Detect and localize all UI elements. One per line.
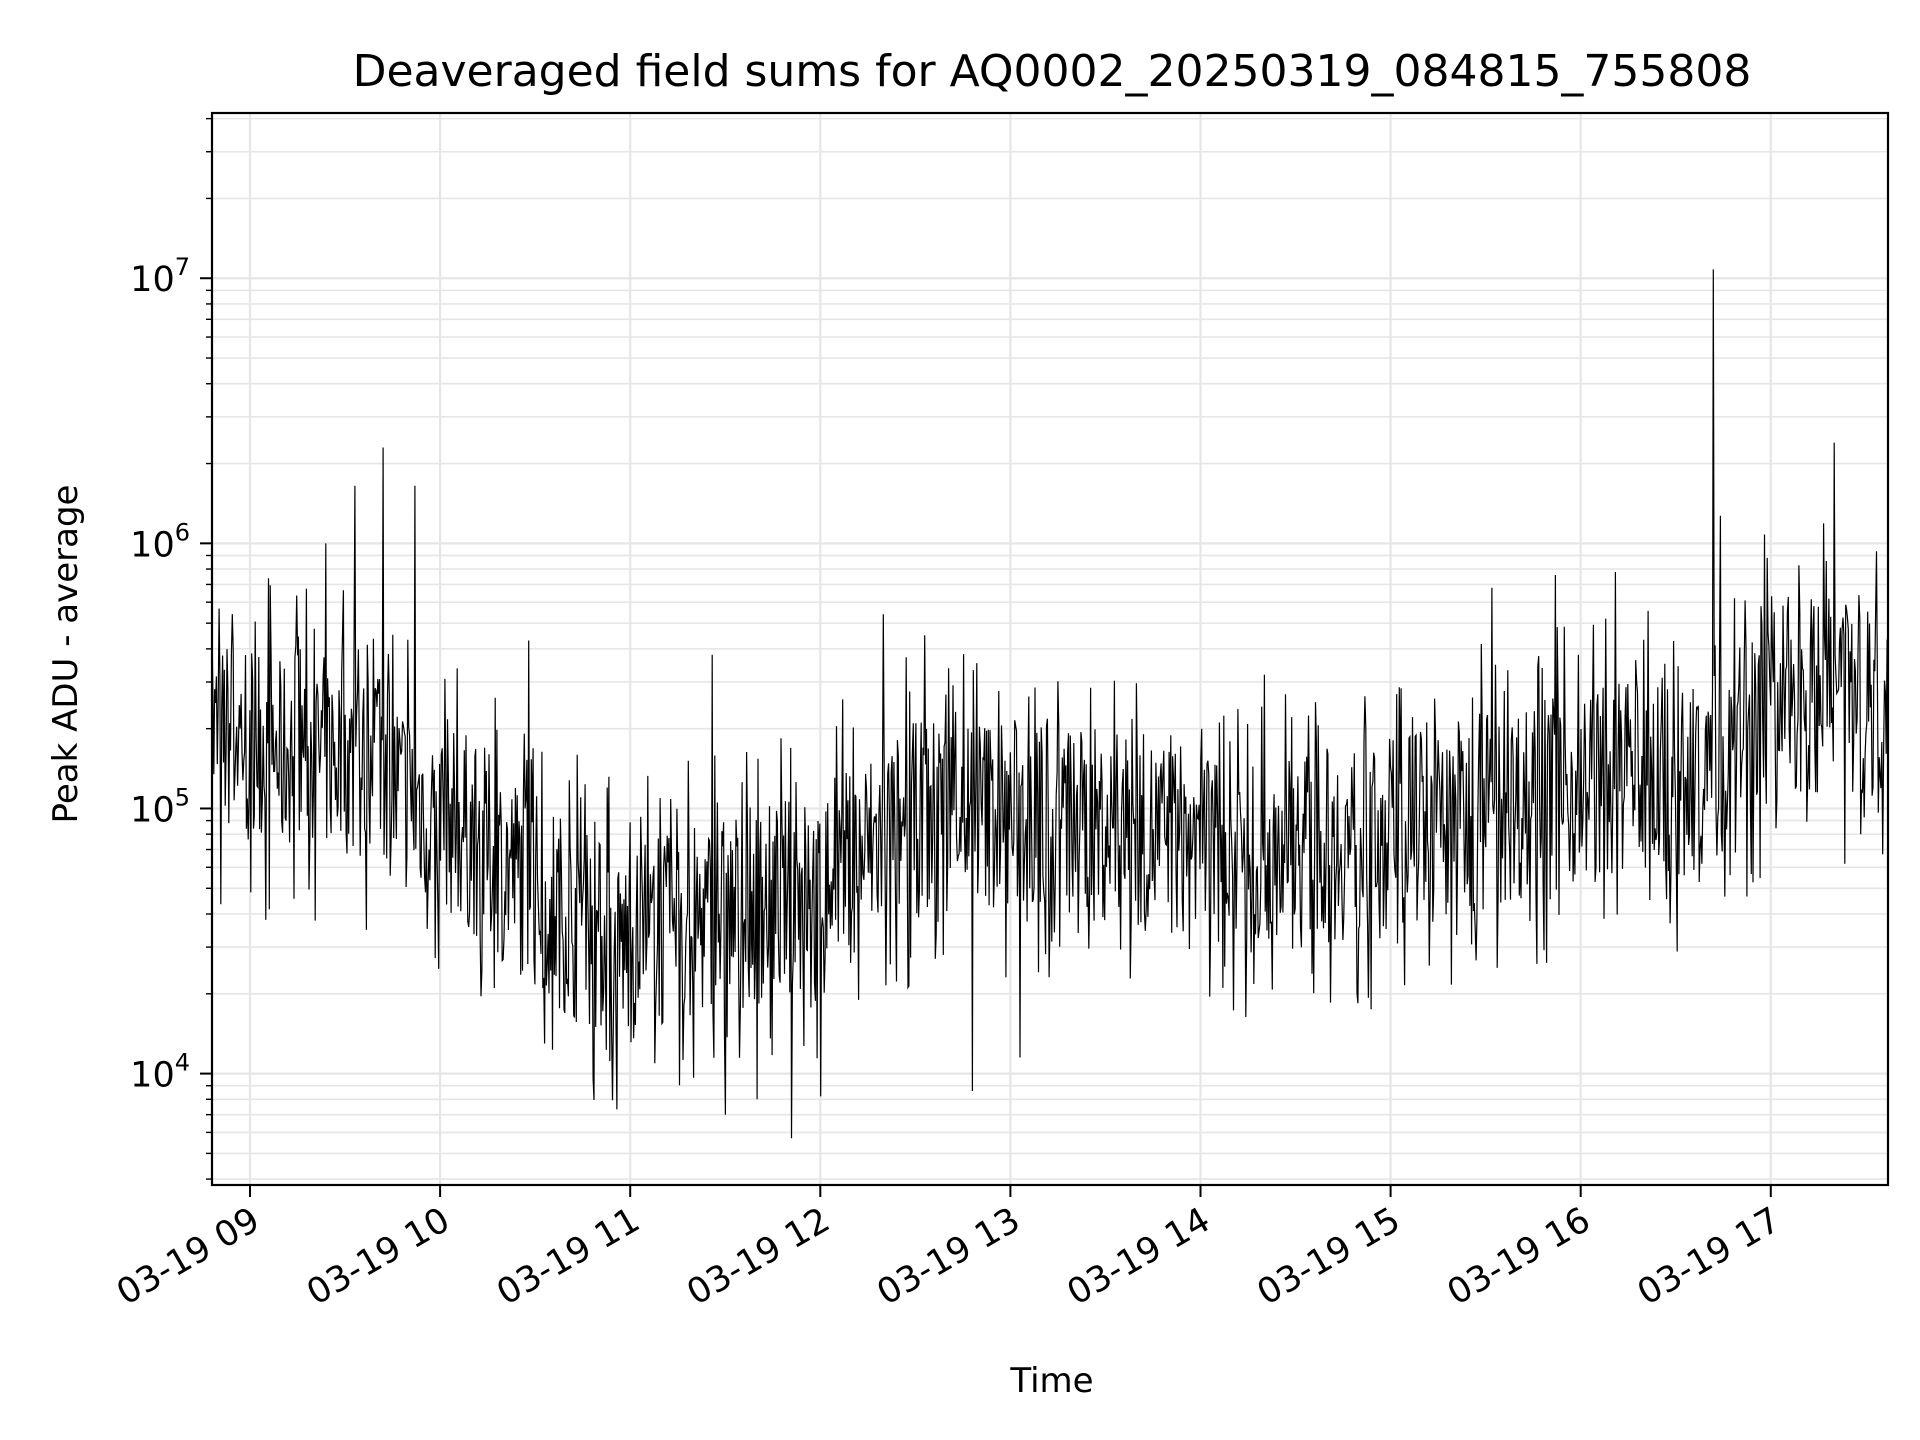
series-path (211, 269, 1889, 1139)
x-axis-label: Time (1009, 1361, 1093, 1401)
series-line (211, 269, 1889, 1139)
y-tick-label: 106 (130, 518, 190, 565)
y-tick-label: 107 (130, 253, 190, 300)
y-axis: 104 105 106 107 (130, 117, 212, 1180)
y-tick-label: 105 (130, 783, 190, 830)
grid (212, 113, 1888, 1185)
y-axis-label: Peak ADU - average (46, 485, 86, 824)
chart-title: Deaveraged field sums for AQ0002_2025031… (353, 46, 1752, 97)
y-tick-label: 104 (130, 1049, 190, 1096)
